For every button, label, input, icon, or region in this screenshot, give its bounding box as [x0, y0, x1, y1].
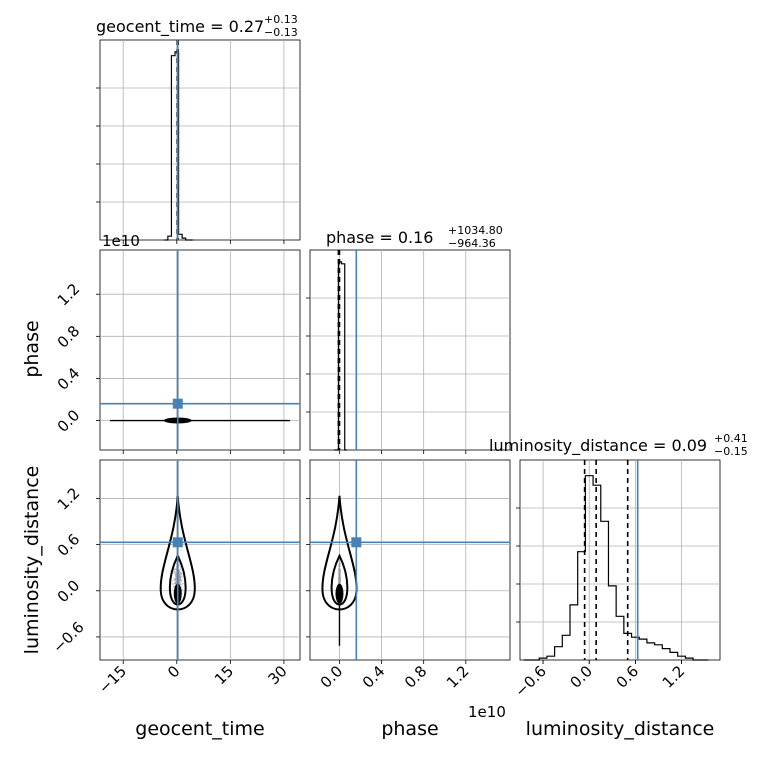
sample-point: [178, 570, 181, 573]
panel-luminosity-distance-hist: −0.6 0.0 0.6 1.2: [511, 459, 721, 701]
x-tick-label: 0.8: [401, 662, 431, 692]
svg-text:−964.36: −964.36: [448, 237, 496, 250]
y-tick-label: 0.8: [54, 322, 84, 352]
panel-luminosity-vs-phase: 0.0 0.4 0.8 1.2: [306, 459, 511, 692]
phase-y-offset-label: 1e10: [102, 232, 140, 250]
panel-phase-hist: [306, 249, 511, 454]
truth-marker: [172, 537, 183, 548]
y-tick-label: 0.0: [54, 576, 84, 606]
sample-point: [173, 570, 176, 573]
svg-text:−0.13: −0.13: [264, 26, 298, 39]
x-tick-label: 0.0: [317, 662, 347, 692]
density-core: [335, 583, 344, 604]
sample-point: [338, 565, 340, 568]
sample-point: [179, 568, 182, 571]
x-tick-label: 1.2: [443, 662, 473, 692]
truth-marker: [172, 398, 183, 409]
sample-point: [173, 579, 175, 581]
svg-text:geocent_time = 0.27: geocent_time = 0.27: [96, 17, 264, 37]
x-tick-label: −15: [95, 662, 130, 697]
sample-point: [179, 579, 182, 581]
panel-frame: [99, 39, 301, 241]
svg-text:luminosity_distance = 0.09: luminosity_distance = 0.09: [489, 436, 707, 456]
x-tick-label: 15: [211, 662, 237, 688]
sample-point: [178, 580, 181, 583]
sample-point: [338, 581, 341, 583]
phase-x-offset-label: 1e10: [468, 703, 506, 721]
sample-point: [174, 575, 177, 578]
x-tick-label: 0.0: [566, 662, 596, 692]
sample-point: [338, 571, 341, 574]
sample-point: [180, 572, 182, 575]
x-tick-label: 0.6: [613, 662, 643, 692]
sample-point: [173, 568, 176, 571]
y-tick-label: 0.4: [54, 364, 84, 394]
sample-point: [338, 560, 341, 563]
sample-point: [180, 548, 182, 551]
sample-point: [178, 575, 181, 578]
x-tick-label: 1.2: [659, 662, 689, 692]
sample-point: [172, 586, 175, 588]
svg-text:−0.15: −0.15: [714, 445, 748, 458]
sample-point: [179, 565, 182, 568]
sample-point: [175, 568, 178, 571]
x-axis-label-geocent-time: geocent_time: [135, 718, 264, 740]
y-tick-label: 0.6: [54, 530, 84, 560]
y-tick-label: 1.2: [54, 280, 84, 310]
x-axis-label-phase: phase: [381, 718, 438, 740]
x-axis-label-luminosity-distance: luminosity_distance: [526, 718, 715, 740]
panel-frame: [309, 459, 511, 661]
sample-point: [180, 575, 183, 578]
title-phase: phase = 0.16 +1034.80 −964.36: [326, 224, 503, 250]
histogram-step: [334, 261, 347, 451]
panel-frame: [519, 459, 721, 661]
svg-text:+0.13: +0.13: [264, 13, 298, 26]
x-tick-label: 30: [265, 662, 291, 688]
histogram-step: [523, 475, 709, 661]
panel-geocent-time-hist: [96, 39, 301, 244]
sample-point: [338, 567, 341, 570]
x-tick-label: 0: [164, 662, 183, 681]
sample-point: [175, 573, 178, 575]
x-tick-label: −0.6: [511, 662, 549, 700]
y-tick-label: 1.2: [54, 484, 84, 514]
y-axis-label-luminosity-distance: luminosity_distance: [21, 466, 43, 655]
sample-point: [174, 577, 177, 580]
sample-point: [174, 582, 177, 584]
sample-point: [173, 572, 176, 574]
panel-frame: [99, 459, 301, 661]
truth-marker: [351, 537, 362, 548]
sample-point: [338, 572, 341, 575]
panel-frame: [309, 249, 511, 451]
sample-point: [339, 562, 341, 565]
svg-text:+0.41: +0.41: [714, 432, 748, 445]
panel-phase-vs-geocent-time: 0.0 0.4 0.8 1.2: [54, 249, 301, 454]
sample-point: [171, 583, 174, 585]
title-luminosity-distance: luminosity_distance = 0.09 +0.41 −0.15: [489, 432, 748, 458]
y-tick-label: 0.0: [54, 406, 84, 436]
svg-text:phase = 0.16: phase = 0.16: [326, 228, 433, 247]
panel-luminosity-vs-geocent-time: −15 0 15 30 −0.6 0.0 0.6 1.2: [49, 459, 301, 697]
svg-text:+1034.80: +1034.80: [448, 224, 503, 237]
x-tick-label: 0.4: [359, 662, 389, 692]
title-geocent-time: geocent_time = 0.27 +0.13 −0.13: [96, 13, 298, 39]
y-axis-label-phase: phase: [21, 320, 43, 377]
sample-point: [338, 569, 341, 572]
y-tick-label: −0.6: [49, 618, 87, 656]
density-contour-inner: [330, 553, 349, 606]
sample-point: [181, 582, 184, 585]
panel-frame: [99, 249, 301, 451]
sample-point: [338, 577, 341, 579]
